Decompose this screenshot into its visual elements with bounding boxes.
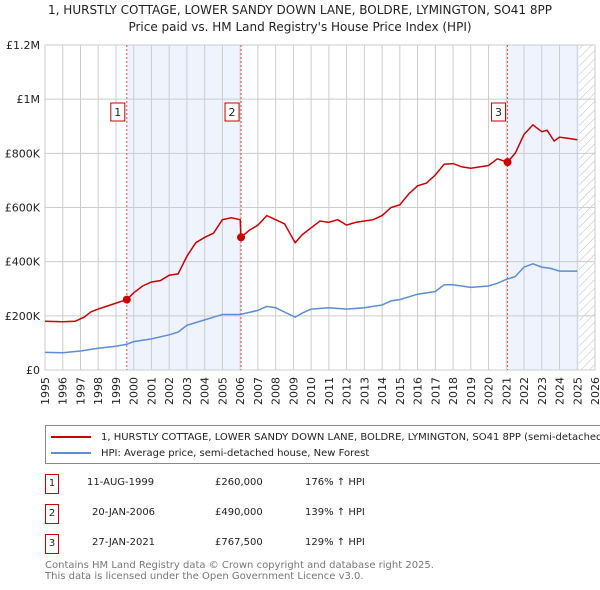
x-tick-label: 2023 xyxy=(536,377,549,405)
line-chart: 1 2 3 1995 1996 1997 1998 1999 2000 2001 2002 2003 2… xyxy=(5,39,600,405)
transaction-price: £260,000 xyxy=(215,477,263,488)
sale-point xyxy=(122,295,131,304)
footer-licence: This data is licensed under the Open Gov… xyxy=(45,571,364,582)
x-tick-label: 2018 xyxy=(447,377,460,405)
x-tick-label: 2020 xyxy=(483,377,496,405)
x-tick-label: 2007 xyxy=(252,377,265,405)
x-tick-label: 2019 xyxy=(465,377,478,405)
transaction-date: 27-JAN-2021 xyxy=(92,537,156,548)
x-tick-label: 2026 xyxy=(589,377,600,405)
footer-copyright: Contains HM Land Registry data © Crown c… xyxy=(45,560,434,571)
legend-item-hpi: HPI: Average price, semi-detached house,… xyxy=(51,446,369,460)
x-tick-label: 2021 xyxy=(500,377,513,405)
transaction-hpi: 176% ↑ HPI xyxy=(305,477,365,488)
y-tick-label: £1M xyxy=(17,93,41,106)
legend-swatch-blue xyxy=(51,452,91,454)
transaction-date: 11-AUG-1999 xyxy=(87,477,155,488)
x-tick-label: 2003 xyxy=(181,377,194,405)
x-tick-label: 1998 xyxy=(92,377,105,405)
x-tick-label: 2014 xyxy=(376,377,389,405)
x-tick-label: 2025 xyxy=(571,377,584,405)
sale-label-box xyxy=(491,102,507,122)
y-tick-label: £400K xyxy=(5,256,41,269)
x-tick-label: 2012 xyxy=(341,377,354,405)
x-tick-label: 2016 xyxy=(412,377,425,405)
transaction-badge: 2 xyxy=(45,504,59,524)
y-tick-label: £1.2M xyxy=(6,39,40,52)
x-tick-label: 1996 xyxy=(57,377,70,405)
sale-point xyxy=(503,158,512,167)
sale-point xyxy=(237,233,246,242)
x-tick-label: 1997 xyxy=(74,377,87,405)
x-tick-label: 1995 xyxy=(39,377,52,405)
hpi-line xyxy=(44,263,578,354)
y-tick-label: £800K xyxy=(5,147,41,160)
plot-border xyxy=(44,44,596,371)
legend-label-property: 1, HURSTLY COTTAGE, LOWER SANDY DOWN LAN… xyxy=(101,431,600,443)
x-tick-label: 2010 xyxy=(305,377,318,405)
y-tick-label: £200K xyxy=(5,310,41,323)
sale-label-box xyxy=(224,102,240,122)
y-tick-label: £0 xyxy=(26,364,40,377)
x-tick-label: 2017 xyxy=(429,377,442,405)
x-tick-label: 2002 xyxy=(163,377,176,405)
transaction-badge: 1 xyxy=(45,474,59,494)
legend-swatch-red xyxy=(51,436,91,438)
x-tick-label: 2009 xyxy=(287,377,300,405)
x-tick-label: 2013 xyxy=(358,377,371,405)
transaction-date: 20-JAN-2006 xyxy=(92,507,156,518)
transaction-hpi: 129% ↑ HPI xyxy=(305,537,365,548)
sale-label: 2 xyxy=(229,106,236,119)
transaction-badge: 3 xyxy=(45,534,59,554)
transaction-hpi: 139% ↑ HPI xyxy=(305,507,365,518)
legend-label-hpi: HPI: Average price, semi-detached house,… xyxy=(101,447,370,459)
x-tick-label: 2005 xyxy=(216,377,229,405)
x-tick-label: 2022 xyxy=(518,377,531,405)
legend-item-property: 1, HURSTLY COTTAGE, LOWER SANDY DOWN LAN… xyxy=(51,430,600,444)
x-tick-label: 2001 xyxy=(145,377,158,405)
x-tick-label: 2004 xyxy=(199,377,212,405)
property-price-line xyxy=(44,123,578,323)
x-tick-label: 2000 xyxy=(128,377,141,405)
chart-subtitle: Price paid vs. HM Land Registry's House … xyxy=(128,20,472,34)
sale-label: 3 xyxy=(495,106,502,119)
x-tick-label: 1999 xyxy=(110,377,123,405)
chart-legend: 1, HURSTLY COTTAGE, LOWER SANDY DOWN LAN… xyxy=(45,425,600,464)
sale-label: 1 xyxy=(114,106,121,119)
x-tick-label: 2011 xyxy=(323,377,336,405)
x-tick-label: 2015 xyxy=(394,377,407,405)
x-tick-label: 2006 xyxy=(234,377,247,405)
y-tick-label: £600K xyxy=(5,202,41,215)
transaction-price: £767,500 xyxy=(215,537,263,548)
transaction-price: £490,000 xyxy=(215,507,263,518)
x-tick-label: 2008 xyxy=(270,377,283,405)
sale-label-box xyxy=(110,102,126,122)
chart-title: 1, HURSTLY COTTAGE, LOWER SANDY DOWN LAN… xyxy=(48,3,552,17)
x-tick-label: 2024 xyxy=(554,377,567,405)
